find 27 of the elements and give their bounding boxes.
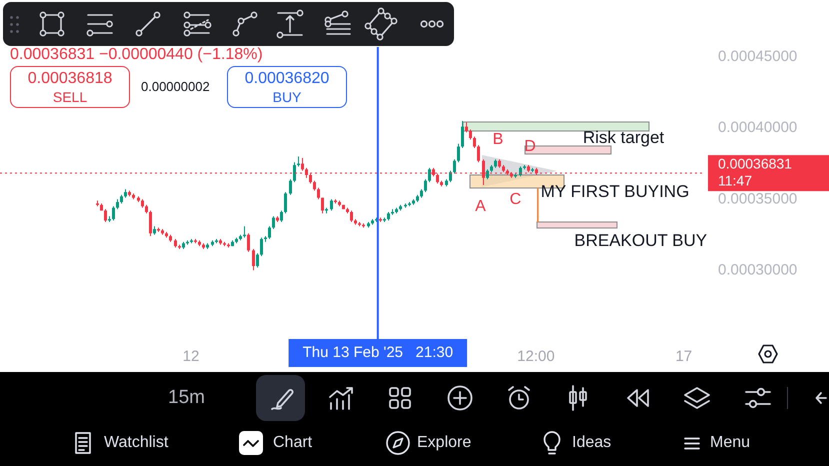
x-tick-label: 17 xyxy=(675,348,692,366)
y-tick-label: 0.00030000 xyxy=(718,261,798,278)
annotation: MY FIRST BUYING xyxy=(540,182,690,202)
annotation: 0.00036820 xyxy=(244,70,330,88)
annotation: Risk target xyxy=(582,128,664,148)
annotation: SELL xyxy=(52,89,88,106)
annotation: 0.00036831 −0.00000440 (−1.18%) xyxy=(10,46,263,64)
ref-line-label: 0.00036831 11:47 xyxy=(718,156,792,189)
text: Menu xyxy=(710,434,750,452)
text: Chart xyxy=(273,434,312,452)
annotation: BREAKOUT BUY xyxy=(574,231,708,251)
annotation: 0.00000002 xyxy=(141,79,210,95)
annotation: C xyxy=(510,190,522,210)
y-tick-label: 0.00040000 xyxy=(718,119,798,136)
text: Explore xyxy=(417,434,472,452)
ref-line-label: Thu 13 Feb '25 21:30 xyxy=(302,344,454,362)
annotation: BUY xyxy=(272,89,302,106)
annotation: 0.00036818 xyxy=(28,70,112,88)
text: Watchlist xyxy=(104,434,168,452)
x-tick-label: 12 xyxy=(182,348,200,366)
annotation: B xyxy=(492,130,504,150)
annotation: A xyxy=(475,198,486,216)
y-tick-label: 0.00045000 xyxy=(718,48,798,66)
x-tick-label: 12:00 xyxy=(517,348,555,366)
text: 15m xyxy=(168,387,205,409)
y-tick-label: 0.00035000 xyxy=(718,190,798,208)
text: Ideas xyxy=(572,434,612,452)
